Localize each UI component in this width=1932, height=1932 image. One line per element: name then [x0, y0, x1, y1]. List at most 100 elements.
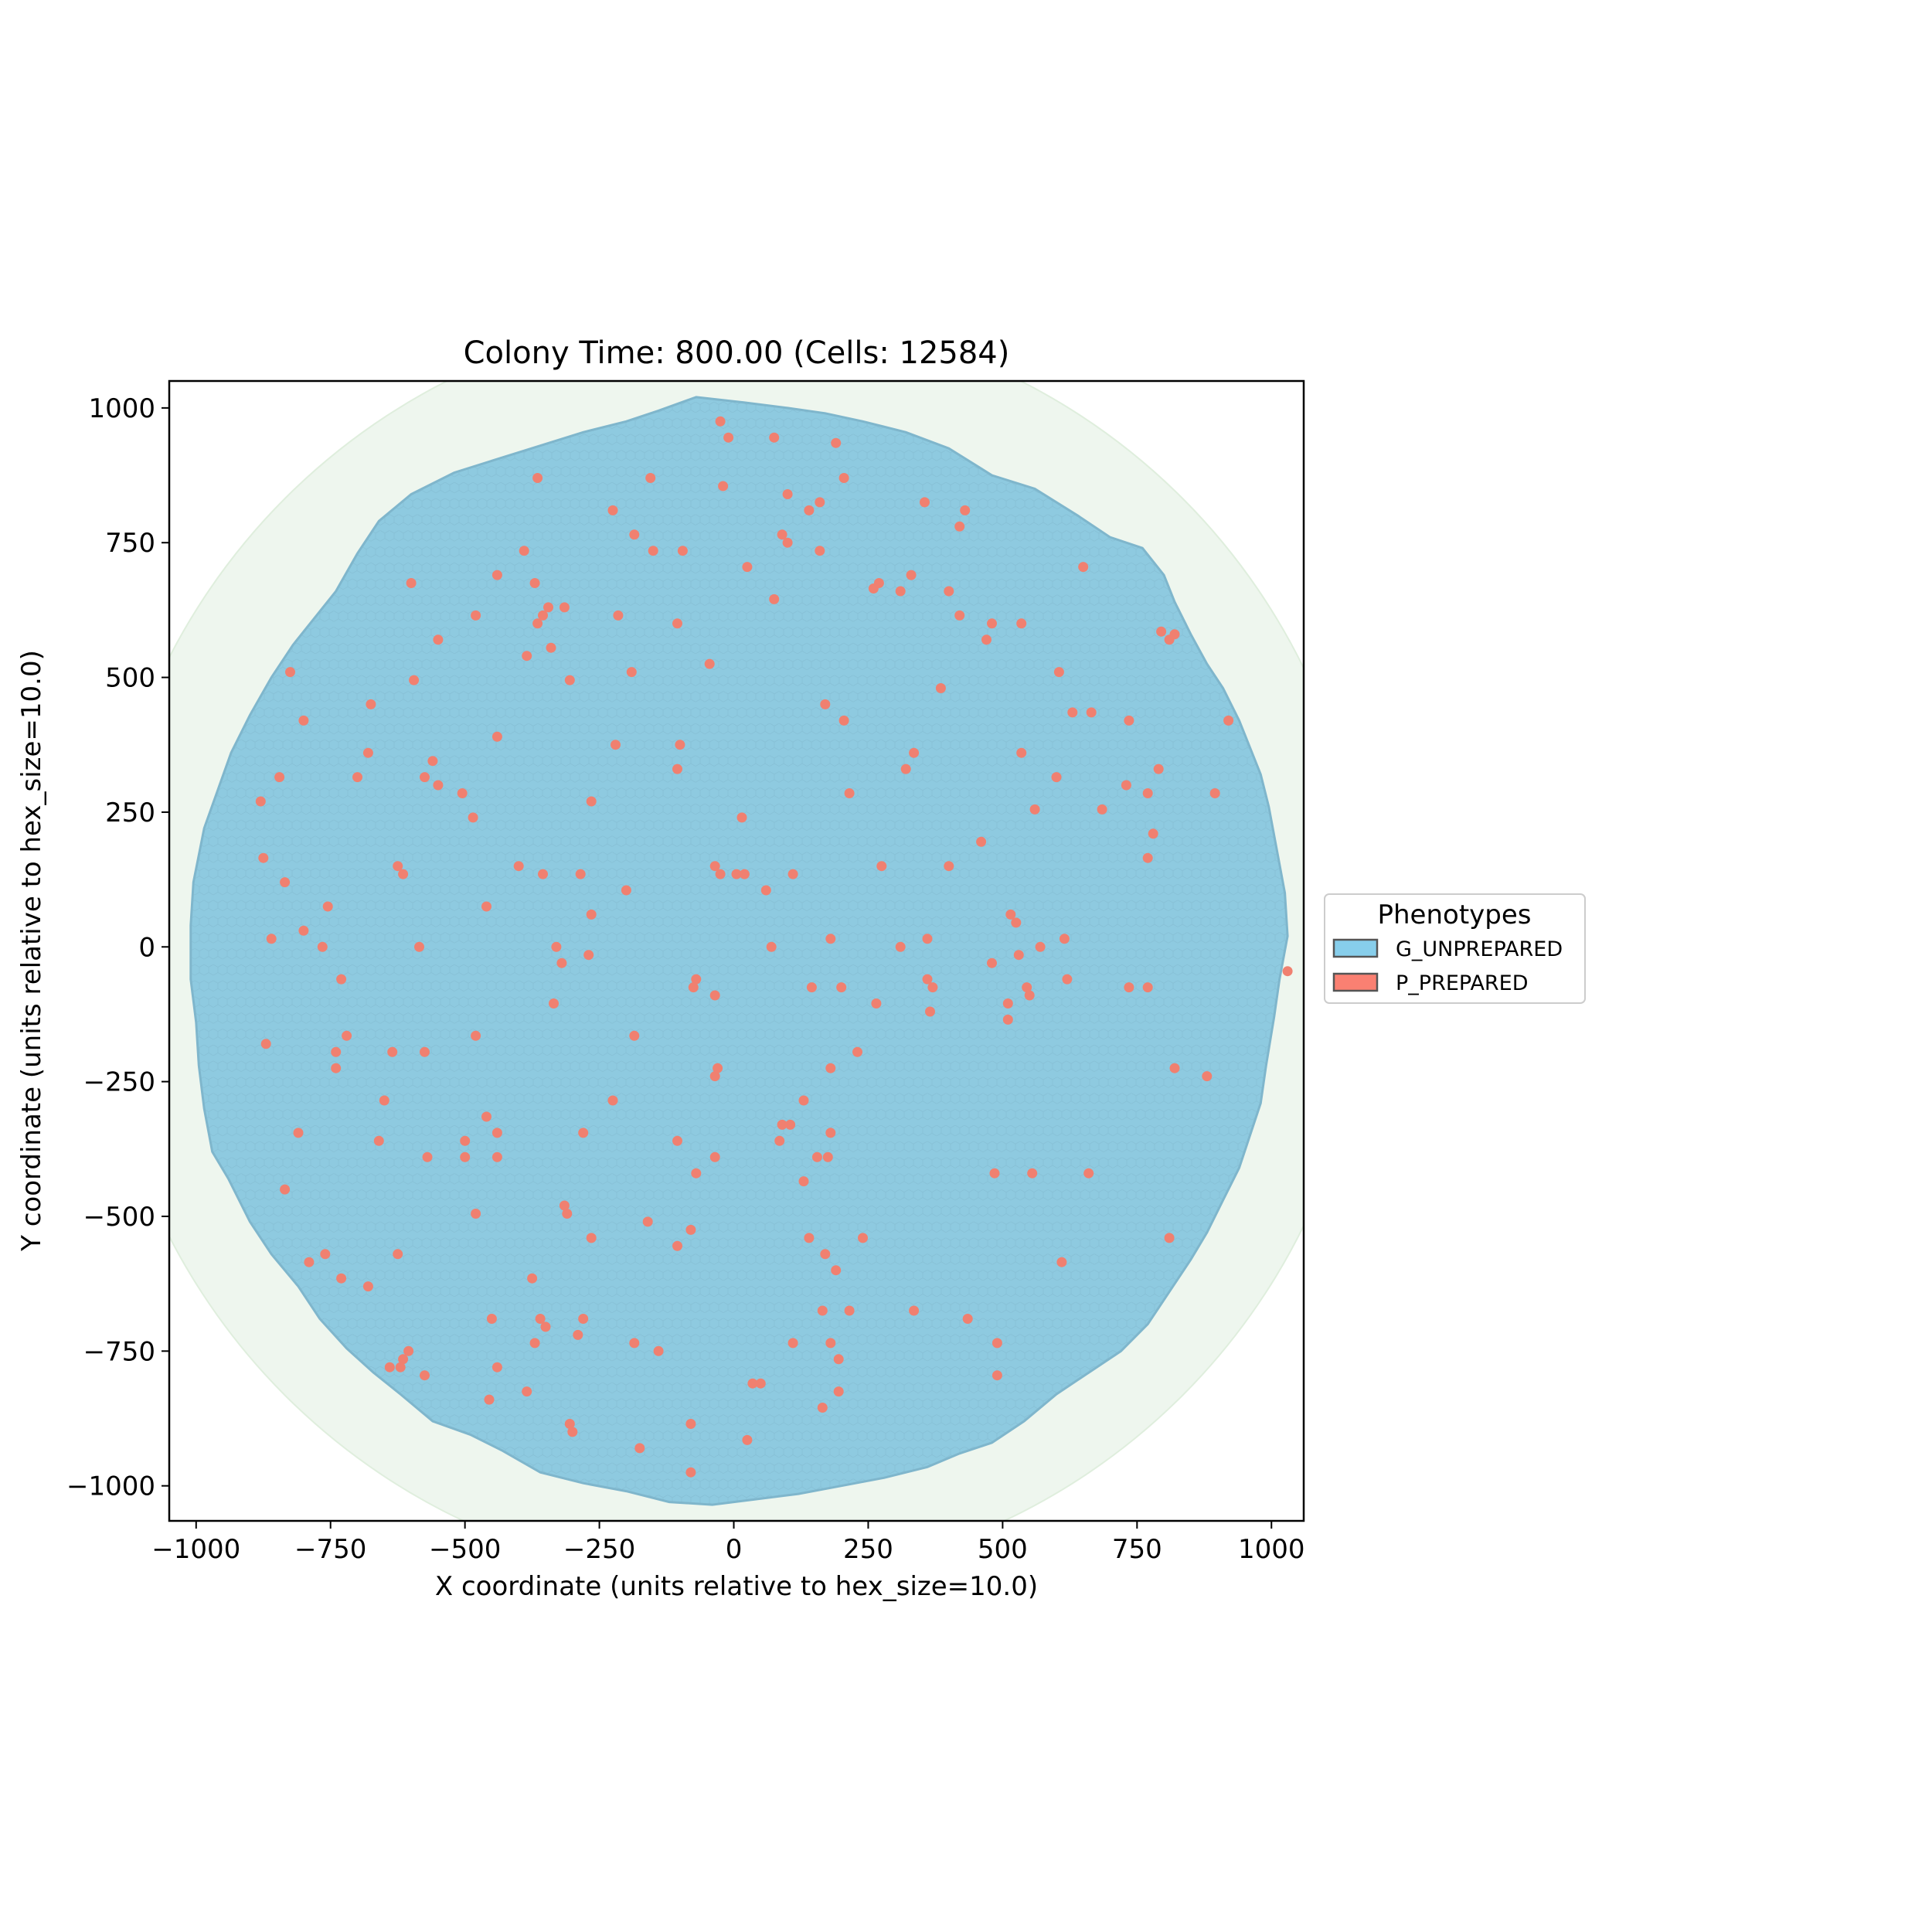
prepared-cell-point	[718, 481, 729, 492]
x-tick-label: 1000	[1238, 1534, 1305, 1565]
prepared-cell-point	[691, 974, 702, 985]
y-tick-label: −500	[83, 1202, 155, 1233]
prepared-cell-point	[607, 505, 618, 515]
prepared-cell-point	[992, 1338, 1002, 1349]
prepared-cell-point	[484, 1394, 495, 1405]
prepared-cell-point	[387, 1046, 398, 1057]
y-tick-label: −750	[83, 1336, 155, 1367]
prepared-cell-point	[433, 634, 444, 645]
prepared-cell-point	[820, 699, 831, 709]
prepared-cell-point	[583, 950, 594, 961]
x-axis-label: X coordinate (units relative to hex_size…	[435, 1571, 1038, 1602]
prepared-cell-point	[895, 941, 906, 952]
prepared-cell-point	[822, 1151, 833, 1162]
prepared-cell-point	[815, 546, 825, 556]
prepared-cell-point	[713, 1063, 723, 1073]
prepared-cell-point	[298, 715, 309, 726]
prepared-cell-point	[709, 990, 720, 1001]
prepared-cell-point	[304, 1257, 315, 1267]
prepared-cell-point	[739, 869, 750, 879]
prepared-cell-point	[529, 578, 540, 588]
prepared-cell-point	[825, 1338, 836, 1349]
prepared-cell-point	[760, 885, 771, 896]
prepared-cell-point	[844, 788, 855, 798]
prepared-cell-point	[715, 416, 726, 427]
prepared-cell-point	[742, 562, 753, 573]
prepared-cell-point	[578, 1128, 589, 1138]
prepared-cell-point	[409, 675, 420, 685]
prepared-cell-point	[559, 1200, 570, 1211]
prepared-cell-point	[1164, 1233, 1175, 1243]
prepared-cell-point	[280, 877, 291, 888]
prepared-cell-point	[815, 497, 825, 508]
prepared-cell-point	[393, 1249, 403, 1260]
prepared-cell-point	[838, 715, 849, 726]
prepared-cell-point	[586, 796, 597, 807]
prepared-cell-point	[709, 1151, 720, 1162]
prepared-cell-point	[927, 982, 938, 993]
prepared-cell-point	[460, 1151, 471, 1162]
prepared-cell-point	[414, 941, 424, 952]
prepared-cell-point	[906, 570, 917, 580]
prepared-cell-point	[540, 1321, 551, 1332]
prepared-cell-point	[1156, 626, 1167, 637]
prepared-cell-point	[422, 1151, 433, 1162]
prepared-cell-point	[876, 861, 887, 872]
prepared-cell-point	[607, 1095, 618, 1106]
prepared-cell-point	[653, 1345, 664, 1356]
prepared-cell-point	[992, 1370, 1002, 1381]
prepared-cell-point	[298, 925, 309, 936]
prepared-cell-point	[586, 1233, 597, 1243]
y-tick-label: −1000	[66, 1471, 155, 1502]
prepared-cell-point	[492, 731, 502, 742]
prepared-cell-point	[1148, 828, 1158, 839]
prepared-cell-point	[457, 788, 468, 798]
prepared-cell-point	[1097, 804, 1107, 815]
prepared-cell-point	[420, 1370, 430, 1381]
prepared-cell-point	[873, 578, 884, 588]
prepared-cell-point	[1005, 909, 1016, 920]
prepared-cell-point	[621, 885, 631, 896]
prepared-cell-point	[833, 1386, 844, 1397]
prepared-cell-point	[709, 861, 720, 872]
prepared-cell-point	[769, 594, 780, 604]
colony-layer	[189, 396, 1289, 1506]
legend-label-p-prepared: P_PREPARED	[1396, 971, 1529, 995]
prepared-cell-point	[562, 1209, 573, 1219]
prepared-cell-point	[774, 1135, 785, 1146]
x-tick-label: −1000	[151, 1534, 240, 1565]
prepared-cell-point	[567, 1427, 578, 1437]
y-tick-label: −250	[83, 1067, 155, 1098]
prepared-cell-point	[1024, 990, 1035, 1001]
chart-title: Colony Time: 800.00 (Cells: 12584)	[464, 335, 1010, 371]
prepared-cell-point	[747, 1378, 758, 1389]
prepared-cell-point	[1002, 998, 1013, 1009]
prepared-cell-point	[691, 1168, 702, 1179]
prepared-cell-point	[492, 1128, 502, 1138]
prepared-cell-point	[922, 934, 933, 944]
prepared-cell-point	[522, 1386, 532, 1397]
prepared-cell-point	[1164, 634, 1175, 645]
prepared-cell-point	[492, 1362, 502, 1372]
prepared-cell-point	[804, 505, 815, 515]
prepared-cell-point	[782, 537, 793, 548]
prepared-cells-layer	[255, 416, 1293, 1478]
prepared-cell-point	[804, 1233, 815, 1243]
prepared-cell-point	[322, 901, 333, 912]
plot-area	[169, 381, 1304, 1521]
prepared-cell-point	[393, 861, 403, 872]
prepared-cell-point	[471, 1209, 481, 1219]
prepared-cell-point	[420, 772, 430, 783]
x-tick-label: 250	[843, 1534, 893, 1565]
prepared-cell-point	[766, 941, 777, 952]
prepared-cell-point	[471, 1030, 481, 1041]
prepared-cell-point	[777, 529, 787, 540]
prepared-cell-point	[1223, 715, 1234, 726]
prepared-cell-point	[481, 901, 492, 912]
prepared-cell-point	[331, 1063, 342, 1073]
prepared-cell-point	[1169, 1063, 1180, 1073]
prepared-cell-point	[532, 473, 543, 483]
prepared-cell-point	[1142, 982, 1153, 993]
prepared-cell-point	[987, 957, 997, 968]
y-tick-label: 750	[105, 528, 155, 559]
